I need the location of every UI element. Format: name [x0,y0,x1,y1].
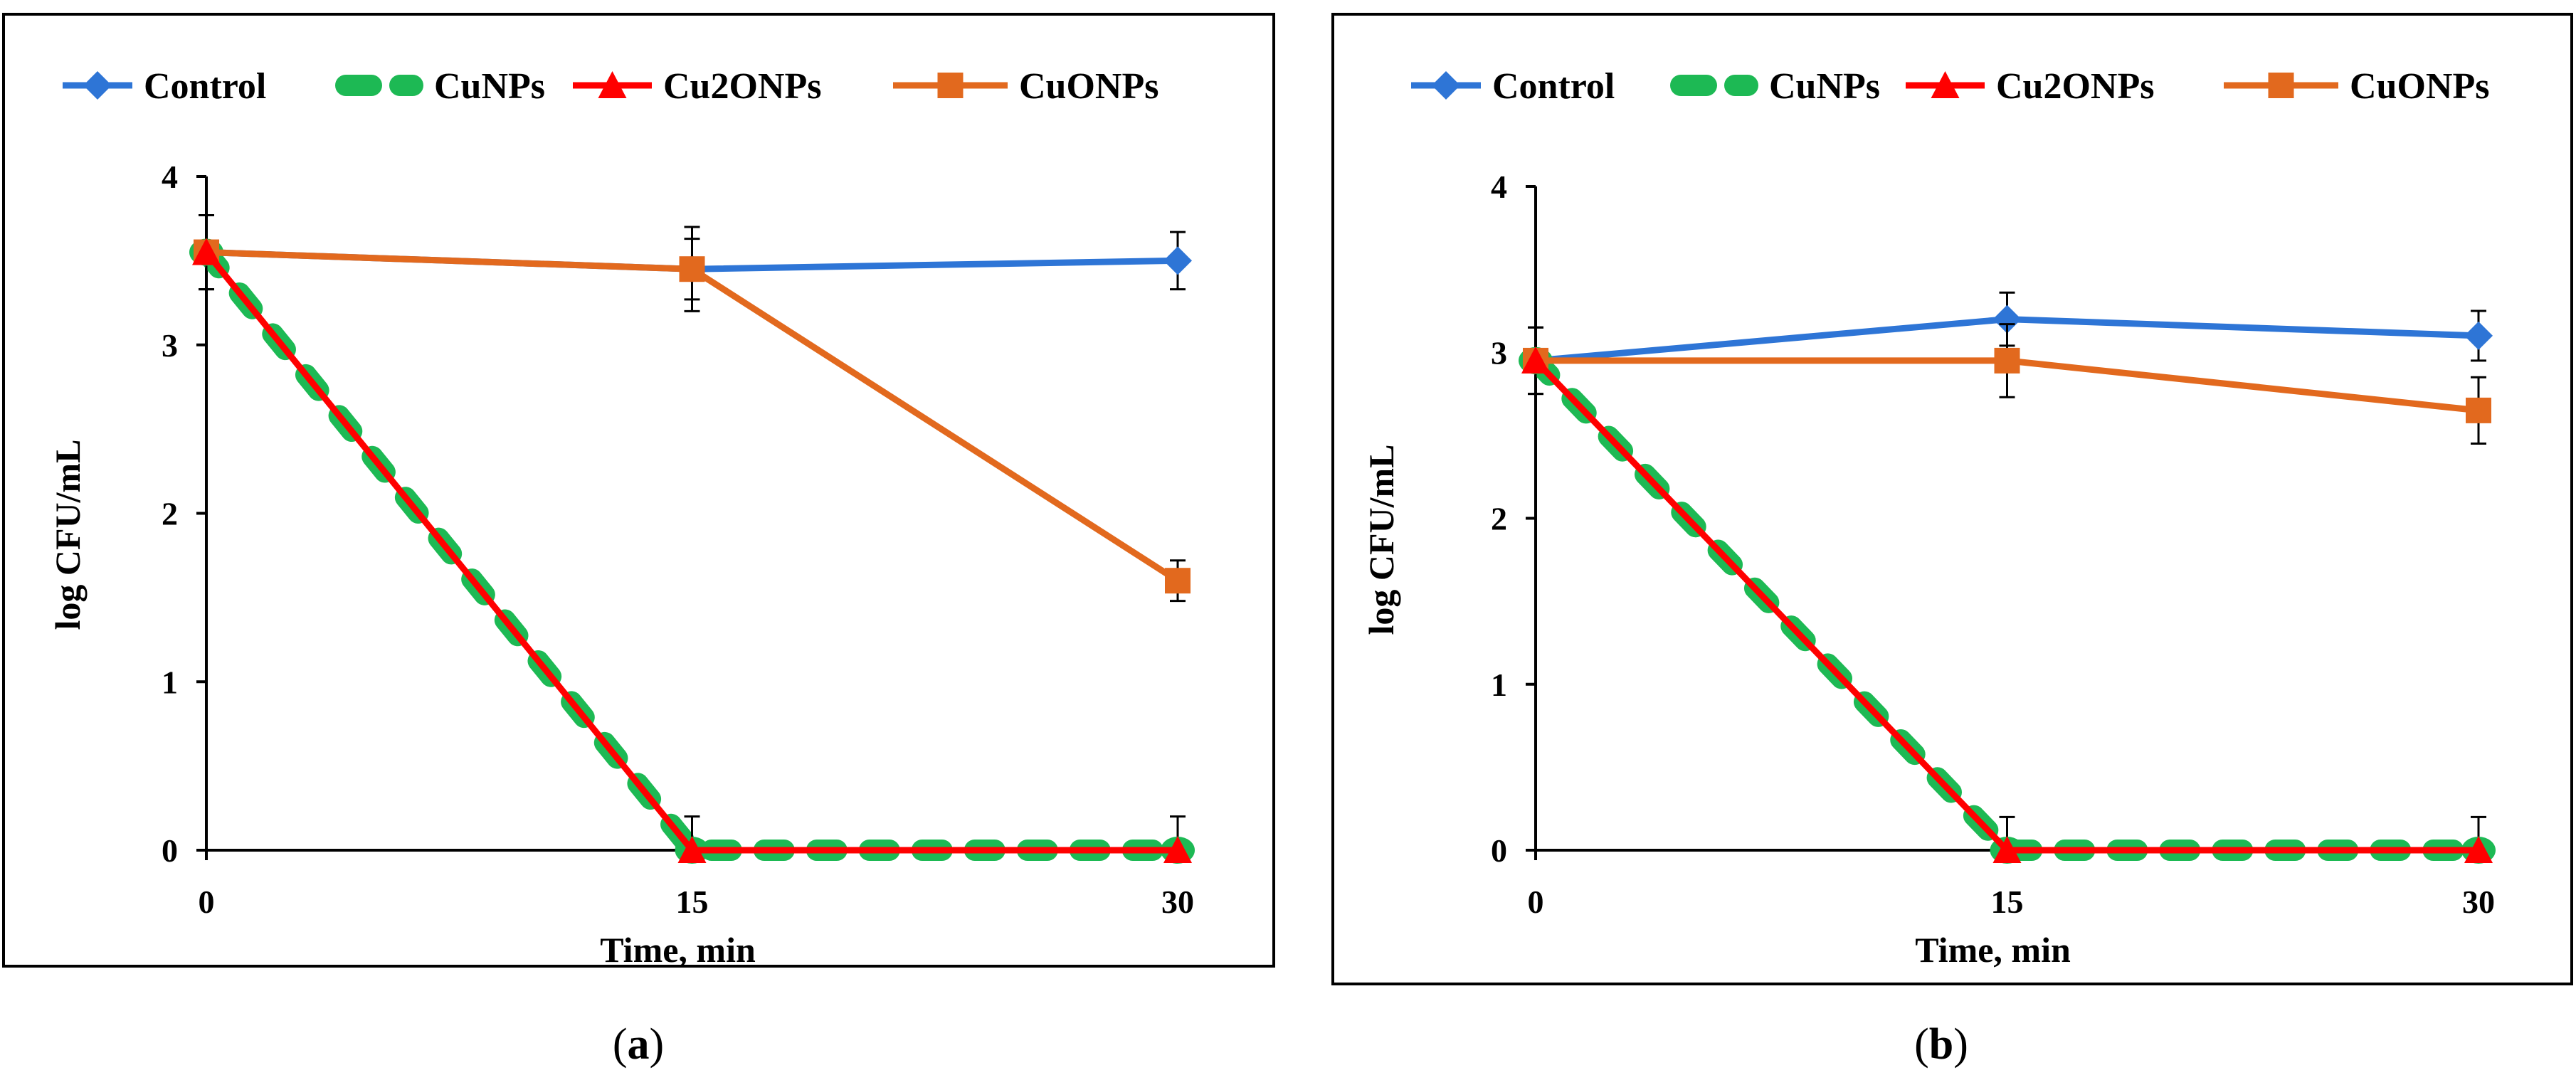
panel-a-x-tick-label: 15 [676,884,709,920]
panel-b-y-tick-label: 1 [1491,667,1507,703]
panel-b-cu2onps-point [1992,836,2022,863]
panel-b-y-tick-label: 4 [1491,169,1507,205]
panel-a-caption: (a) [613,1020,664,1069]
panel-a-y-tick-label: 2 [162,496,178,532]
panel-a-cuonps-point [679,256,705,282]
panel-b-caption-letter: b [1929,1020,1953,1069]
panel-a-legend-cunps-label: CuNPs [434,66,545,107]
panel-b-y-tick-label: 3 [1491,334,1507,371]
panel-b-cuonps-point [1994,347,2020,374]
panel-b-cu2onps-point [2464,836,2493,863]
panel-b-legend: Control CuNPs Cu2ONPs CuONPs [1411,66,2489,107]
panel-a-legend-cuonps-marker [937,73,964,98]
panel-a-cu2onps-point [677,836,707,863]
panel-a-cuonps-point [1165,568,1191,594]
panel-b-legend-cuonps-marker [2268,73,2294,98]
panel-b-control-point [1992,305,2022,334]
panel-b-legend-cu2onps-label: Cu2ONPs [1996,66,2154,107]
panel-a-control-point [1163,246,1192,275]
panel-a-legend-control-label: Control [144,66,266,107]
panel-a-caption-open: ( [613,1020,628,1069]
panel-a-y-tick-label: 3 [162,327,178,364]
panel-a-x-axis-title: Time, min [600,930,756,970]
panel-b-y-tick-label: 2 [1491,501,1507,537]
panel-a-x-tick-label: 0 [199,884,215,920]
panel-a-y-tick-label: 0 [162,832,178,869]
panel-a-caption-letter: a [628,1020,650,1069]
panel-b-caption-open: ( [1914,1020,1929,1069]
panel-b-caption: (b) [1914,1020,1968,1069]
panel-b-cuonps-point [2466,397,2491,423]
panel-b-y-axis-title: log CFU/mL [1361,444,1401,635]
panel-b-legend-control-label: Control [1492,66,1615,107]
panel-a-legend-cuonps-label: CuONPs [1019,66,1158,107]
panel-b-series-cu2onps [1521,346,2493,863]
panel-a-legend-cu2onps-marker [598,71,627,98]
panel-a-caption-close: ) [650,1020,665,1069]
panel-a-y-tick-label: 1 [162,664,178,700]
panel-b-cu2onps-point [1521,346,1550,374]
panel-a-y-axis-title: log CFU/mL [48,439,88,630]
panel-b-frame [1331,13,2573,985]
panel-b-legend-cu2onps-marker [1931,71,1960,98]
panel-b-chart: 0 1 2 3 4 0 15 30 Time, min log CFU/mL Control CuNP… [1331,13,2573,985]
panel-b-x-axis-title: Time, min [1915,930,2071,970]
panel-b-y-tick-label: 0 [1491,832,1507,869]
panel-a-frame [2,13,1275,968]
panel-a-cu2onps-point [1163,836,1192,863]
panel-b-x-tick-label: 30 [2462,884,2495,920]
panel-a-y-tick-label: 4 [162,159,178,195]
panel-a-legend-cu2onps-label: Cu2ONPs [663,66,821,107]
panel-b-control-point [2464,321,2493,350]
panel-a-cu2onps-point [192,238,221,265]
panel-a-legend: Control CuNPs Cu2ONPs CuONPs [63,66,1158,107]
panel-b-x-tick-label: 15 [1991,884,2024,920]
panel-b-series-cuonps [1523,323,2491,445]
panel-a-x-tick-label: 30 [1161,884,1194,920]
panel-b-legend-cunps-label: CuNPs [1769,66,1880,107]
panel-a-series-cu2onps [192,238,1192,863]
panel-b-legend-cuonps-label: CuONPs [2350,66,2489,107]
panel-a-chart: 0 1 2 3 4 0 15 30 Time, min log CFU/mL Control CuNP… [2,13,1275,970]
panel-b-x-tick-label: 0 [1528,884,1544,920]
panel-a-legend-control-marker [83,71,112,100]
panel-b-caption-close: ) [1953,1020,1968,1069]
panel-b-legend-control-marker [1432,71,1460,100]
